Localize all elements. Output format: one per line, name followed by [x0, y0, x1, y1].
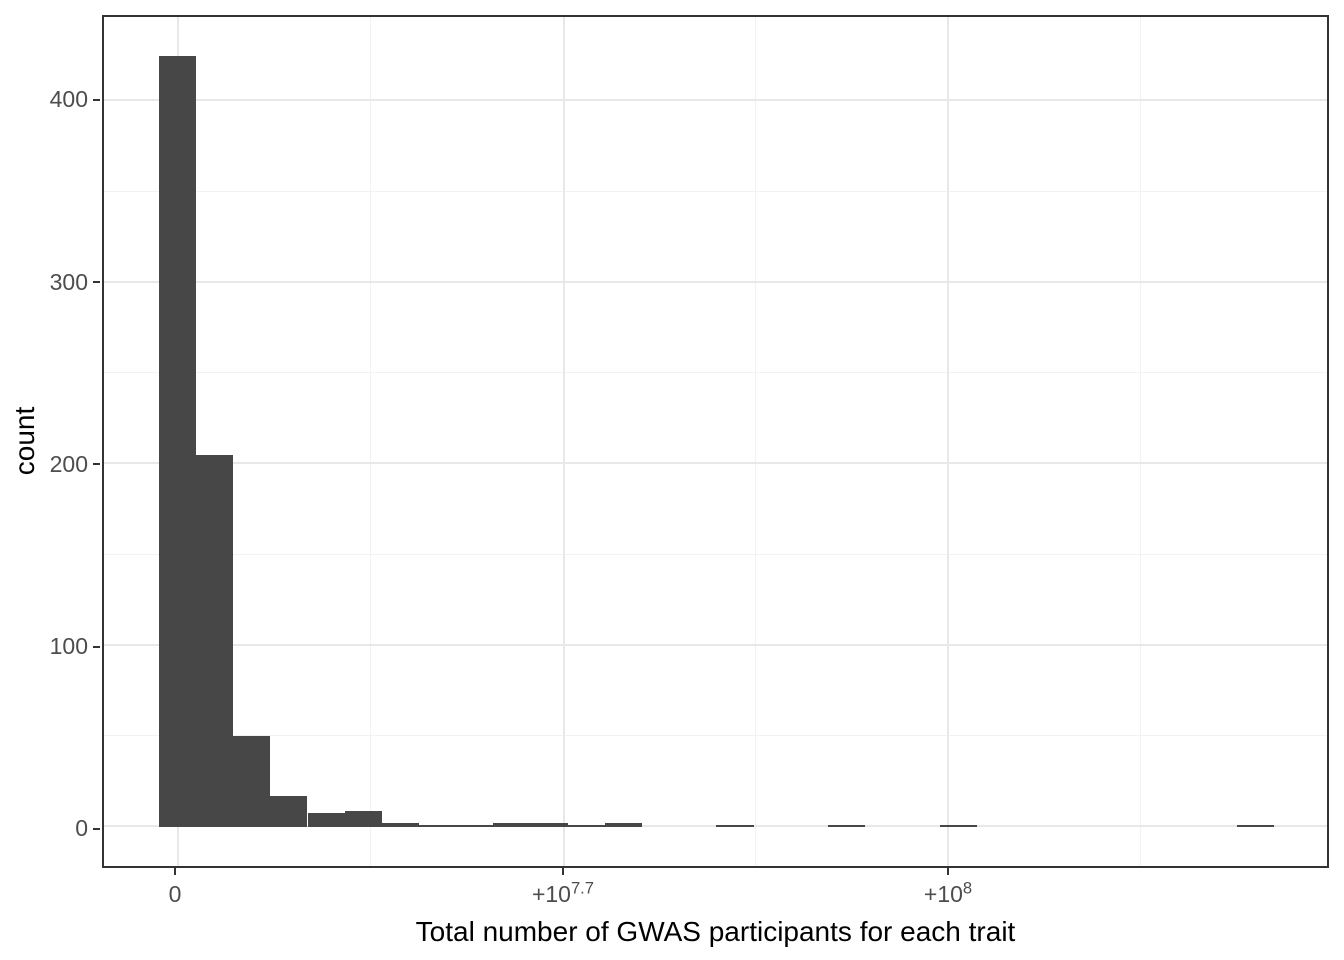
gridline-minor-y [104, 191, 1327, 193]
x-tick-mark [561, 868, 564, 875]
histogram-bar [716, 825, 754, 827]
y-tick-mark [93, 827, 100, 830]
gridline-major-y [104, 825, 1327, 827]
y-tick-label: 0 [75, 815, 88, 842]
x-tick-mark [174, 868, 176, 875]
histogram-bar [195, 455, 234, 827]
gridline-major-y [104, 280, 1327, 283]
x-axis-title: Total number of GWAS participants for ea… [415, 916, 1016, 947]
histogram-bar [419, 825, 457, 827]
histogram-bar [828, 825, 866, 827]
gridline-major-x [563, 17, 566, 866]
histogram-bar [344, 810, 382, 827]
y-tick-label: 400 [49, 86, 88, 113]
gridline-minor-y [104, 735, 1327, 737]
plot-panel-inner [104, 17, 1327, 866]
gridline-major-y [104, 99, 1327, 102]
histogram-bar [270, 796, 308, 827]
histogram-bar [567, 825, 605, 827]
gridline-minor-x [754, 17, 756, 866]
gridline-minor-y [104, 372, 1327, 374]
gridline-minor-y [104, 553, 1327, 555]
y-tick-label: 200 [49, 450, 88, 477]
x-tick-label: +108 [923, 878, 973, 907]
x-tick-label: 0 [168, 881, 182, 907]
gridline-minor-x [370, 17, 372, 866]
gridline-major-y [104, 462, 1327, 465]
histogram-bar [381, 823, 420, 827]
plot-panel [102, 15, 1329, 868]
gridline-major-x [947, 17, 950, 866]
histogram-bar [493, 823, 531, 827]
y-tick-mark [93, 281, 100, 284]
y-tick-label: 100 [49, 633, 88, 660]
histogram-bar [604, 823, 643, 827]
histogram-bar [233, 736, 271, 827]
y-axis-title: count [9, 406, 40, 476]
histogram-bar [158, 56, 196, 827]
x-tick-mark [947, 868, 950, 875]
x-tick-label: +107.7 [531, 878, 594, 907]
histogram-bar [456, 825, 494, 827]
gridline-major-y [104, 643, 1327, 646]
histogram-bar [307, 812, 345, 827]
y-tick-mark [93, 645, 100, 648]
gridline-minor-x [1140, 17, 1142, 866]
histogram-bar [1236, 825, 1275, 827]
histogram-bar [939, 825, 977, 827]
y-tick-mark [93, 98, 100, 101]
y-tick-mark [93, 463, 100, 466]
histogram-bar [530, 823, 568, 827]
y-tick-label: 300 [49, 268, 88, 295]
